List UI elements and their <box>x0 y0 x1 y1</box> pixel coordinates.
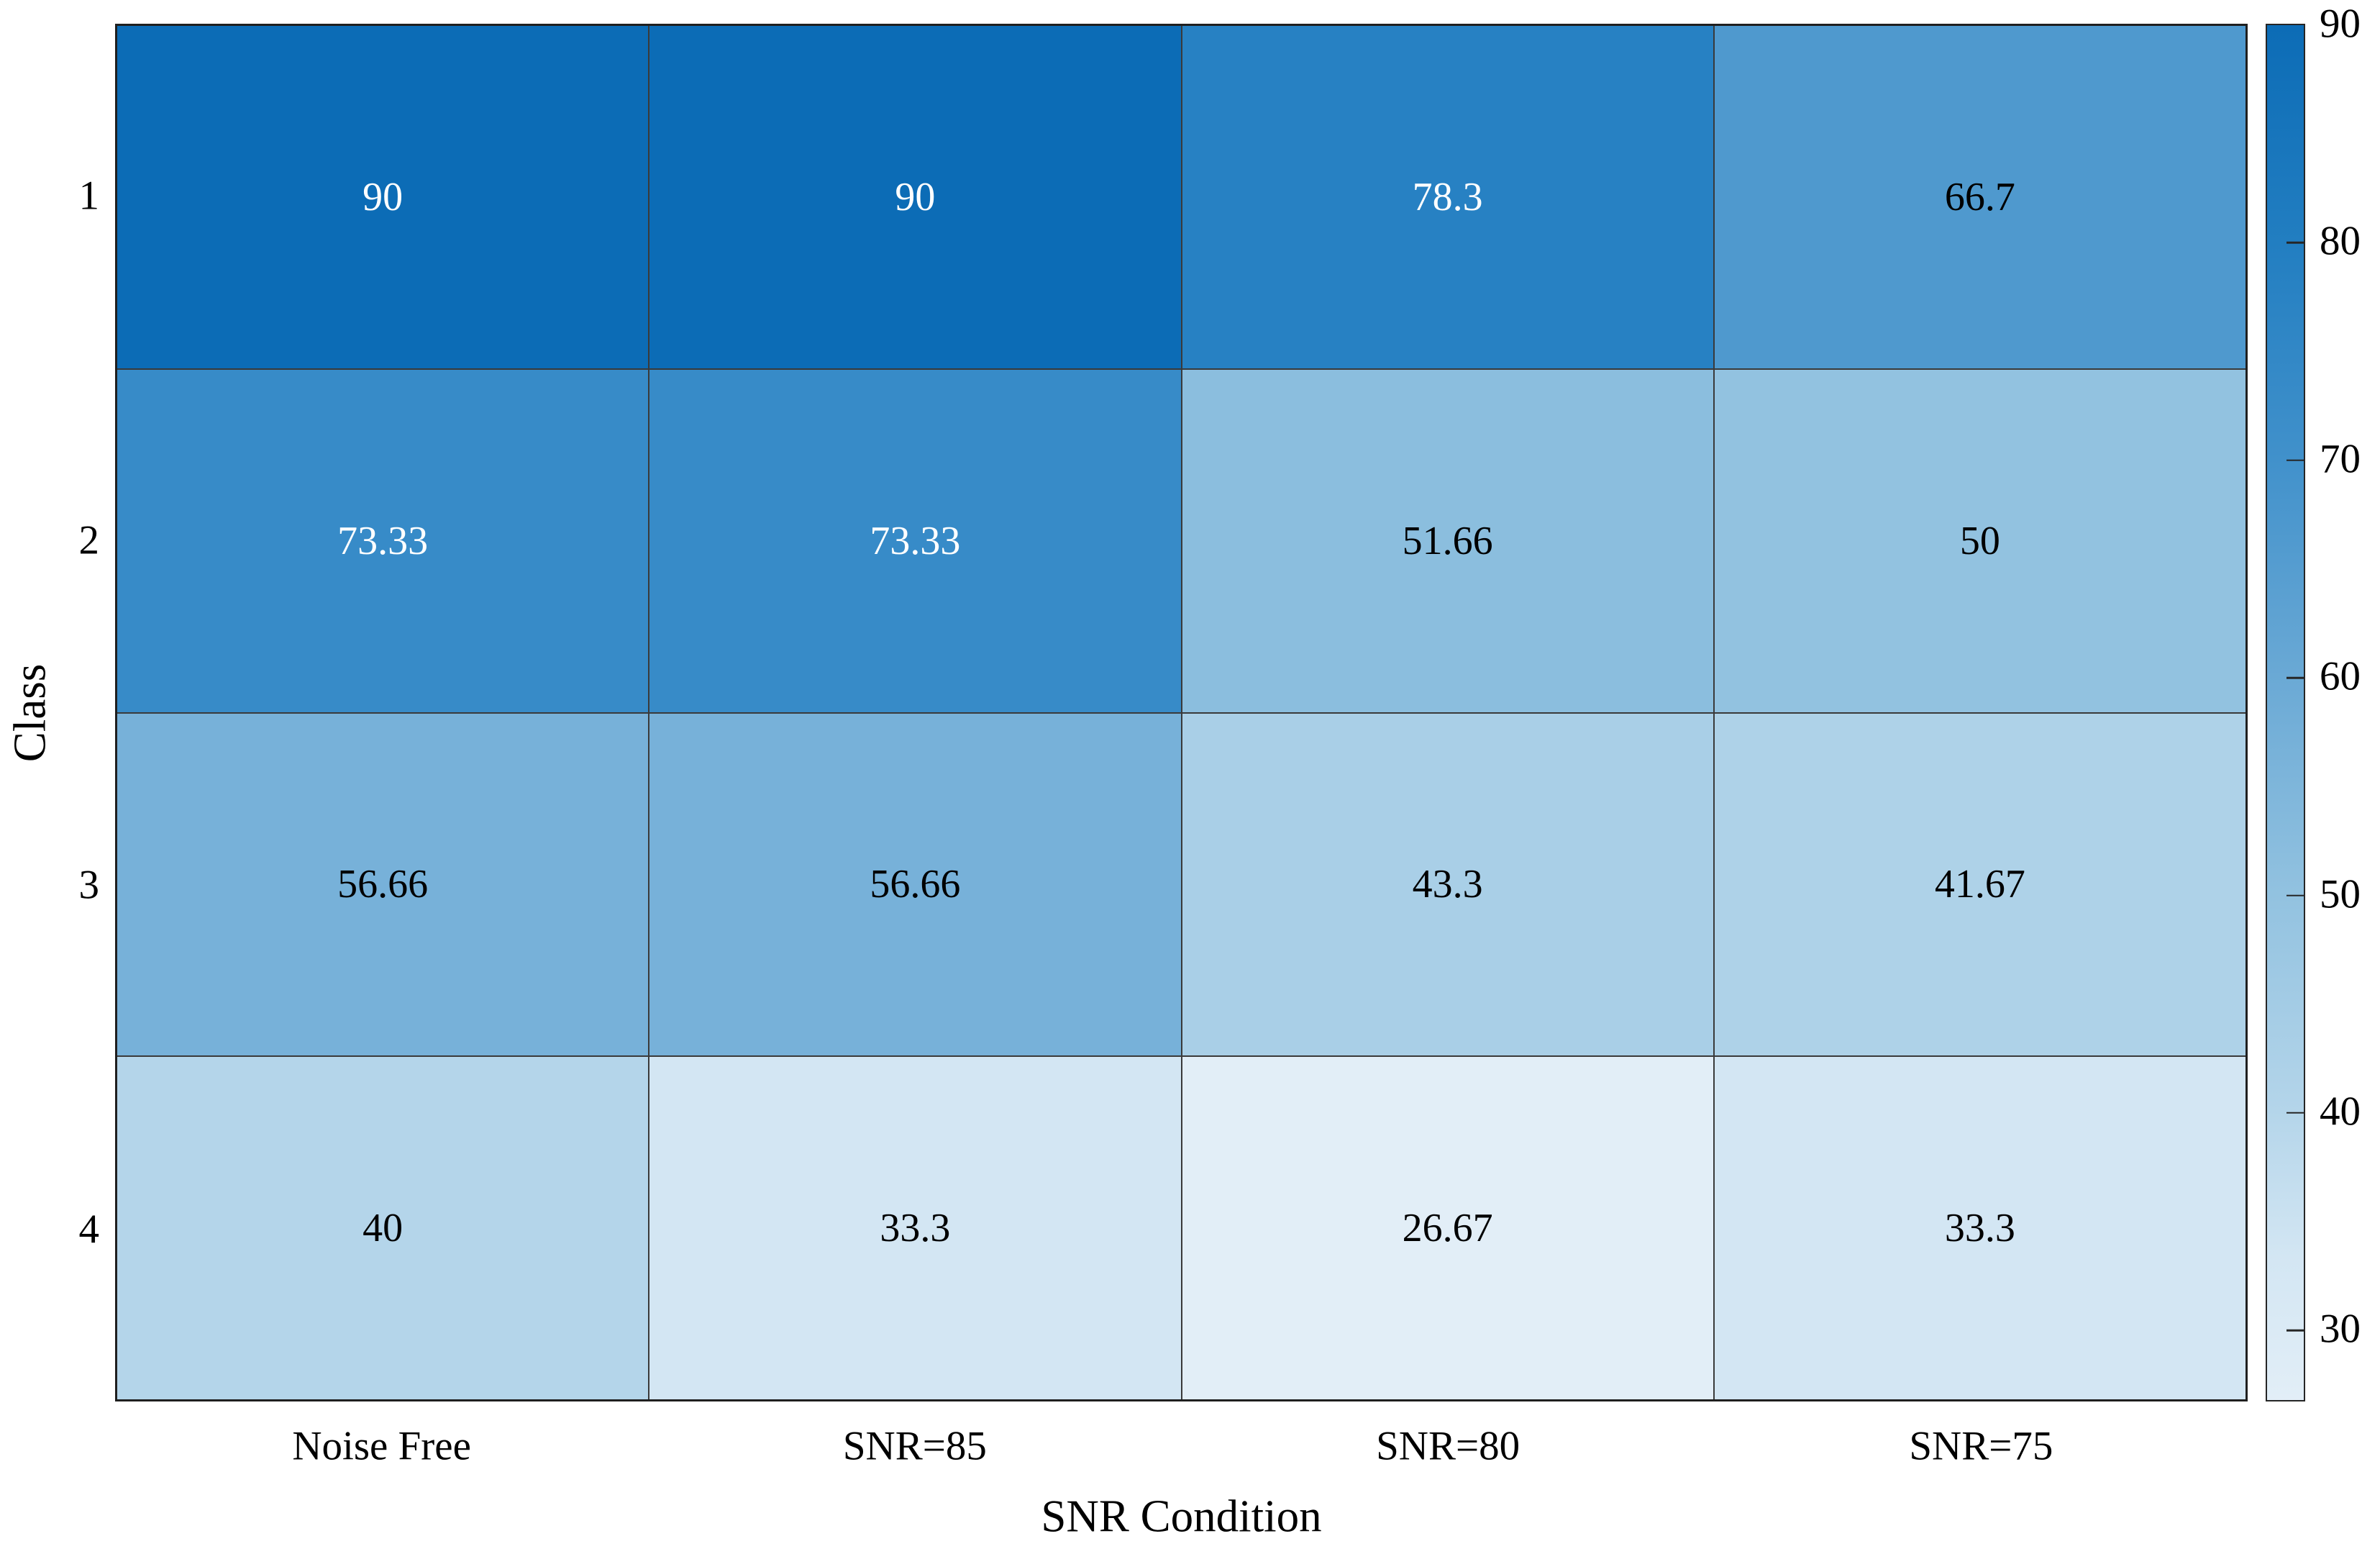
heatmap-cell: 90 <box>649 26 1181 368</box>
colorbar-tick-label: 90 <box>2320 1 2361 47</box>
x-tick-label: SNR=75 <box>1909 1423 2053 1469</box>
heatmap-cell: 66.7 <box>1714 26 2246 368</box>
heatmap-cell: 40 <box>117 1057 649 1399</box>
heatmap-cell: 33.3 <box>649 1057 1181 1399</box>
x-tick-label: Noise Free <box>292 1423 471 1469</box>
heatmap-cell: 78.3 <box>1182 26 1713 368</box>
heatmap-plot: 90 90 78.3 66.7 73.33 73.33 51.66 50 56.66 56.66 4… <box>115 24 2248 1401</box>
colorbar-tick-label: 50 <box>2320 871 2361 917</box>
y-tick-label: 1 <box>78 173 100 219</box>
heatmap-cell: 26.67 <box>1182 1057 1713 1399</box>
x-tick-label: SNR=80 <box>1376 1423 1520 1469</box>
heatmap-cell: 33.3 <box>1714 1057 2246 1399</box>
colorbar-tick-label: 40 <box>2320 1089 2361 1135</box>
colorbar-tick <box>2286 1330 2304 1332</box>
heatmap-cell: 50 <box>1714 369 2246 712</box>
colorbar-tick <box>2286 459 2304 462</box>
colorbar-tick <box>2286 1112 2304 1114</box>
heatmap-cell: 51.66 <box>1182 369 1713 712</box>
colorbar-tick <box>2286 894 2304 896</box>
colorbar-tick-label: 30 <box>2320 1306 2361 1352</box>
colorbar-tick-label: 60 <box>2320 653 2361 699</box>
heatmap-cell: 56.66 <box>649 713 1181 1056</box>
heatmap-cell: 90 <box>117 26 649 368</box>
colorbar-tick-label: 80 <box>2320 218 2361 264</box>
x-tick-label: SNR=85 <box>842 1423 987 1469</box>
heatmap-cell: 73.33 <box>649 369 1181 712</box>
heatmap-cell: 41.67 <box>1714 713 2246 1056</box>
y-tick-label: 3 <box>78 862 100 908</box>
heatmap-cell: 43.3 <box>1182 713 1713 1056</box>
colorbar <box>2266 24 2305 1401</box>
y-axis-title: Class <box>4 663 55 762</box>
heatmap-cell: 73.33 <box>117 369 649 712</box>
colorbar-tick <box>2286 242 2304 244</box>
colorbar-tick <box>2286 676 2304 679</box>
y-tick-label: 4 <box>78 1207 100 1253</box>
y-tick-label: 2 <box>78 517 100 563</box>
colorbar-tick-label: 70 <box>2320 436 2361 482</box>
heatmap-cell: 56.66 <box>117 713 649 1056</box>
x-axis-title: SNR Condition <box>1041 1491 1322 1542</box>
